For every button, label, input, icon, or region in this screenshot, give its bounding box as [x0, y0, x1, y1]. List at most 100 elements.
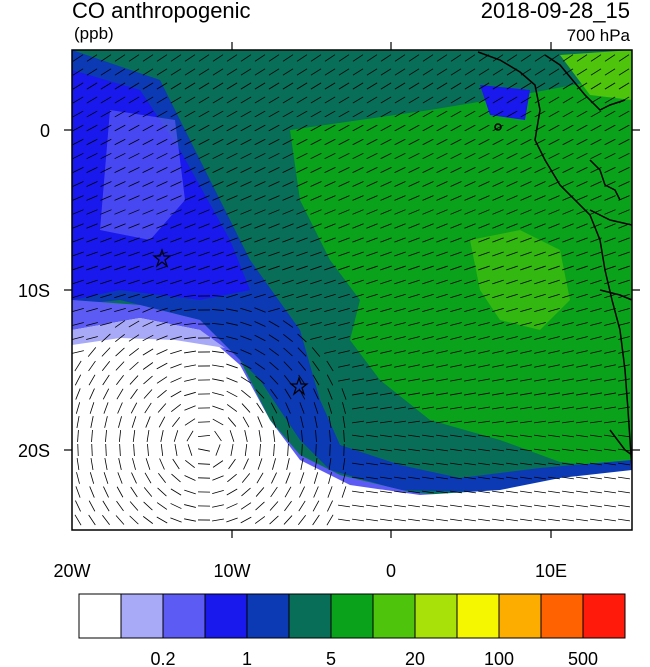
wind-barb — [380, 307, 392, 313]
wind-barb — [352, 392, 364, 396]
wind-barb — [408, 110, 420, 118]
wind-barb — [312, 374, 320, 386]
wind-barb — [352, 223, 364, 229]
wind-barb — [327, 388, 333, 400]
wind-barb — [422, 237, 434, 243]
wind-barb — [156, 110, 168, 118]
wind-barb — [366, 392, 378, 396]
wind-barb — [142, 334, 154, 342]
wind-barb — [256, 472, 264, 484]
wind-barb — [286, 416, 290, 428]
wind-barb — [170, 223, 182, 229]
wind-barb — [157, 389, 167, 399]
wind-barb — [283, 375, 293, 385]
wind-barb — [240, 516, 252, 524]
wind-barb — [604, 462, 616, 466]
wind-barb — [562, 336, 574, 340]
wind-barb — [86, 265, 98, 271]
wind-barb — [548, 54, 560, 62]
wind-barb — [254, 68, 266, 76]
wind-barb — [268, 167, 280, 173]
wind-barb — [450, 504, 462, 508]
wind-barb — [170, 279, 182, 285]
wind-barb — [548, 138, 560, 146]
y-tick-label: 20S — [18, 441, 50, 461]
wind-barb — [520, 181, 532, 187]
wind-barb — [548, 406, 560, 410]
wind-barb — [145, 458, 151, 470]
wind-barb — [170, 336, 182, 340]
wind-barb — [366, 124, 378, 132]
wind-barb — [394, 96, 406, 104]
wind-barb — [436, 265, 448, 271]
wind-barb — [576, 420, 588, 424]
wind-barb — [548, 350, 560, 354]
wind-barb — [562, 167, 574, 173]
wind-barb — [506, 265, 518, 271]
wind-barb — [324, 237, 336, 243]
wind-barb — [88, 374, 96, 386]
colorbar-label: 1 — [242, 649, 252, 667]
wind-barb — [618, 322, 630, 326]
wind-barb — [534, 223, 546, 229]
wind-barb — [88, 360, 96, 372]
wind-barb — [478, 434, 490, 438]
wind-barb — [450, 476, 462, 480]
wind-barb — [254, 110, 266, 118]
wind-barb — [548, 322, 560, 326]
wind-barb — [618, 265, 630, 271]
wind-barb — [604, 279, 616, 285]
wind-barb — [436, 434, 448, 438]
wind-barb — [100, 138, 112, 146]
wind-barb — [270, 486, 278, 498]
wind-barb — [464, 195, 476, 201]
wind-barb — [422, 420, 434, 424]
wind-barb — [128, 96, 140, 104]
wind-barb — [506, 420, 518, 424]
wind-barb — [380, 434, 392, 438]
wind-barb — [366, 152, 378, 160]
wind-barb — [170, 195, 182, 201]
wind-barb — [184, 209, 196, 215]
wind-barb — [74, 360, 82, 372]
wind-barb — [240, 82, 252, 90]
wind-barb — [422, 518, 434, 522]
wind-barb — [170, 363, 182, 369]
wind-barb — [72, 279, 84, 285]
wind-barb — [338, 378, 350, 382]
wind-barb — [198, 54, 210, 62]
wind-barb — [422, 322, 434, 326]
wind-barb — [170, 503, 182, 509]
wind-barb — [156, 265, 168, 271]
site-star-2 — [289, 376, 309, 396]
wind-barb — [296, 195, 308, 201]
wind-barb — [90, 458, 94, 470]
wind-barb — [145, 416, 151, 428]
wind-barb — [184, 518, 196, 522]
wind-barb — [450, 392, 462, 396]
wind-barb — [338, 350, 350, 354]
wind-barb — [170, 377, 182, 383]
wind-barb — [212, 124, 224, 132]
wind-barb — [156, 96, 168, 104]
wind-barb — [156, 138, 168, 146]
wind-barb — [198, 138, 210, 146]
wind-barb — [352, 518, 364, 522]
wind-barb — [562, 434, 574, 438]
wind-barb — [131, 472, 137, 484]
wind-barb — [422, 307, 434, 313]
wind-barb — [548, 448, 560, 452]
wind-barb — [576, 518, 588, 522]
wind-barb — [618, 336, 630, 340]
wind-barb — [254, 54, 266, 62]
wind-barb — [352, 209, 364, 215]
wind-barb — [492, 518, 504, 522]
wind-barb — [492, 378, 504, 382]
wind-barb — [492, 54, 504, 62]
wind-barb — [268, 152, 280, 160]
wind-barb — [394, 195, 406, 201]
wind-barb — [296, 110, 308, 118]
wind-barb — [88, 500, 96, 512]
wind-barb — [230, 444, 234, 456]
wind-barb — [132, 429, 136, 443]
